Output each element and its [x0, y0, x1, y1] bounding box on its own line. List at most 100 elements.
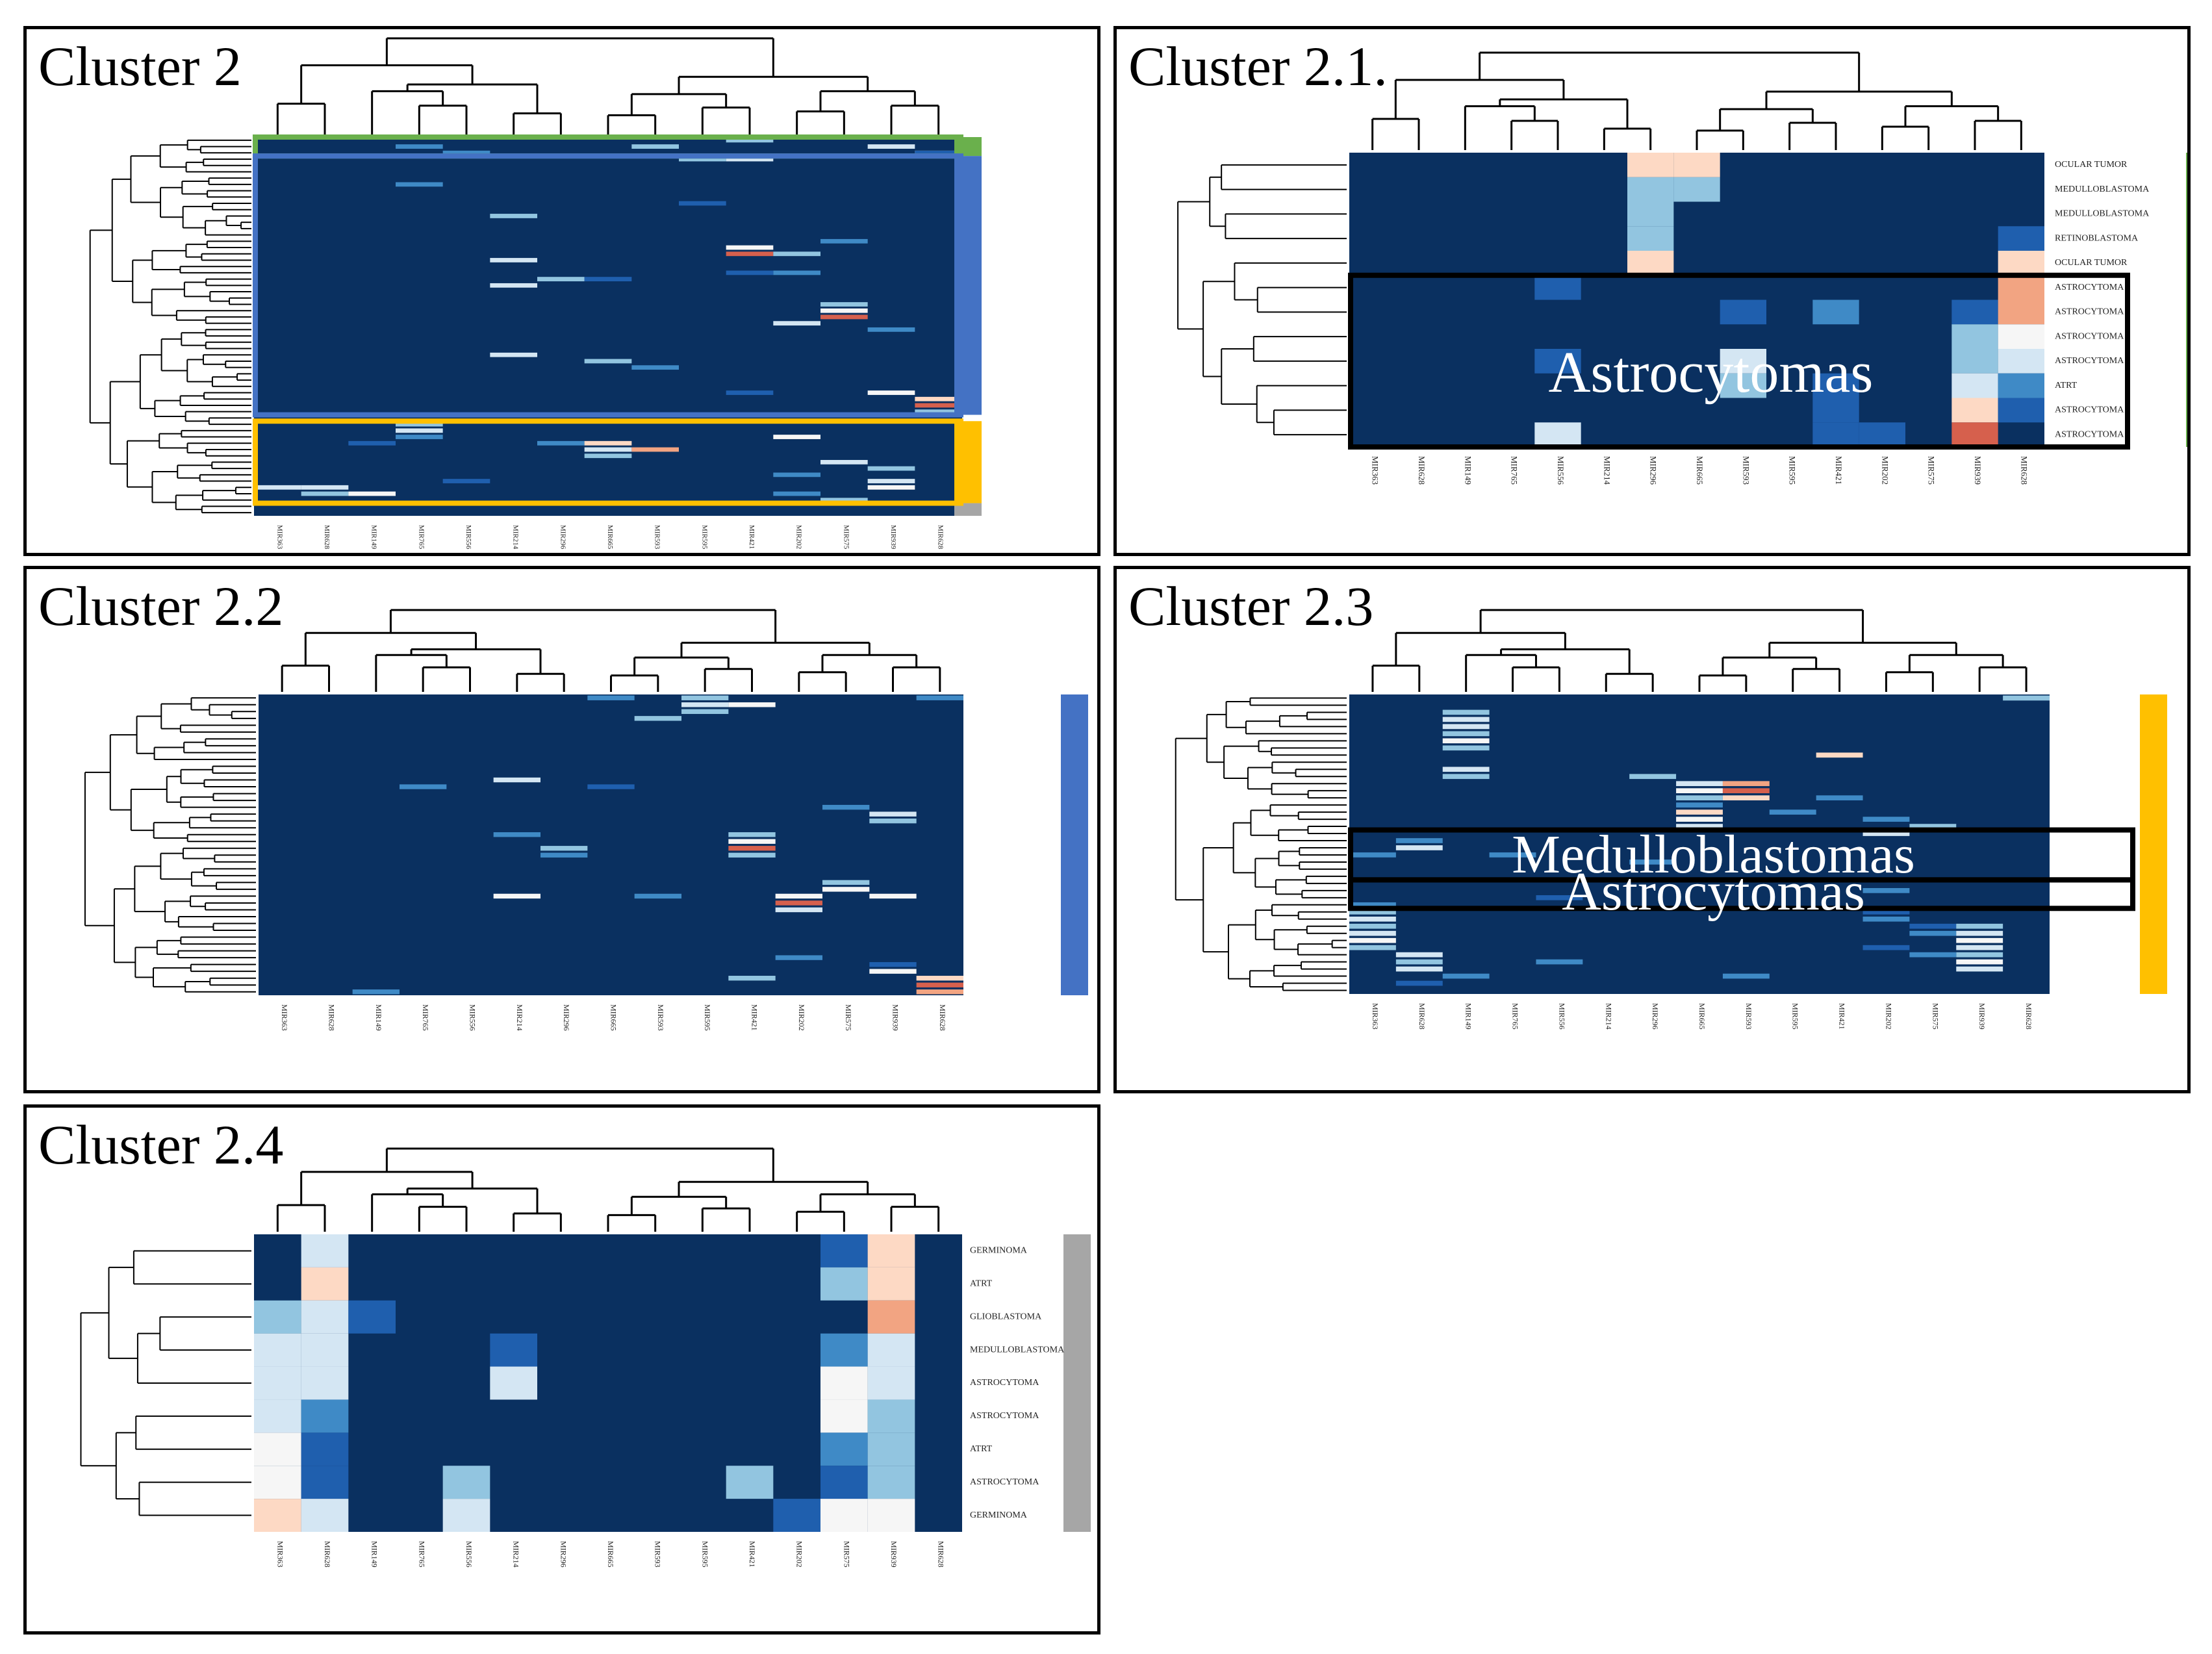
heatmap-cell — [1812, 398, 1859, 423]
heatmap-cell — [490, 283, 537, 288]
heatmap-cell — [1909, 923, 1957, 929]
heatmap-cell — [728, 976, 776, 981]
heatmap-cell — [631, 365, 679, 370]
heatmap-cell — [867, 466, 915, 471]
heatmap-cell — [820, 238, 868, 244]
column-label: MIR665 — [1697, 1003, 1707, 1030]
heatmap-cell — [726, 245, 774, 250]
column-label: MIR665 — [609, 1004, 618, 1031]
heatmap-cell — [537, 440, 585, 446]
heatmap-cell — [1442, 745, 1490, 751]
heatmap-cell — [1720, 349, 1766, 374]
heatmap-cell — [1349, 916, 1396, 922]
heatmap-cell — [822, 804, 870, 810]
heatmap-cell — [1998, 373, 2044, 398]
heatmap-cell — [867, 479, 915, 483]
heatmap-cell — [1951, 422, 1998, 447]
row-label: GERMINOMA — [970, 1510, 1028, 1520]
row-label: ASTROCYTOMA — [2055, 283, 2124, 292]
row-label: ASTROCYTOMA — [2055, 307, 2124, 317]
column-label: MIR939 — [891, 1004, 900, 1031]
column-label: MIR556 — [468, 1004, 477, 1031]
heatmap-cell — [1349, 902, 1396, 908]
column-label: MIR593 — [654, 525, 661, 550]
column-label: MIR421 — [1838, 1003, 1847, 1030]
heatmap-cell — [396, 422, 443, 427]
heatmap-cell — [1676, 788, 1723, 794]
chart-title: Cluster 2 — [38, 35, 242, 97]
column-label: MIR296 — [559, 1541, 568, 1568]
heatmap-cell — [1956, 945, 2003, 950]
heatmap-cell — [1816, 795, 1863, 800]
heatmap-cell — [301, 485, 349, 490]
column-label: MIR421 — [1834, 456, 1844, 485]
heatmap-cell — [820, 314, 868, 320]
heatmap-cell — [587, 784, 635, 789]
column-label: MIR202 — [795, 1541, 804, 1568]
column-label: MIR628 — [2024, 1003, 2033, 1030]
column-label: MIR202 — [1884, 1003, 1893, 1030]
column-label: MIR665 — [606, 525, 614, 550]
heatmap-cell — [442, 479, 490, 483]
heatmap-cell — [493, 893, 540, 899]
heatmap-cell — [1536, 959, 1583, 965]
heatmap-cell — [726, 390, 774, 395]
heatmap-cell — [1627, 251, 1674, 275]
heatmap-cell — [1676, 809, 1723, 815]
heatmap-cell — [1627, 177, 1674, 202]
column-label: MIR421 — [750, 1004, 759, 1031]
row-label: GLIOBLASTOMA — [970, 1312, 1042, 1321]
heatmap-cell — [915, 150, 962, 155]
column-label: MIR765 — [417, 1541, 426, 1568]
heatmap-cell — [1909, 952, 1957, 958]
heatmap-cell — [1349, 945, 1396, 950]
heatmap-cell — [493, 832, 540, 837]
heatmap-background — [259, 694, 963, 995]
column-label: MIR149 — [374, 1004, 383, 1031]
column-label: MIR363 — [1371, 1003, 1380, 1030]
column-label: MIR296 — [559, 525, 566, 550]
heatmap-cell — [2003, 695, 2050, 701]
heatmap-cell — [1722, 788, 1770, 794]
heatmap-cell — [254, 1366, 301, 1400]
heatmap-cell — [1769, 809, 1816, 815]
column-label: MIR939 — [1977, 1003, 1987, 1030]
heatmap-cell — [1395, 952, 1443, 958]
column-label: MIR556 — [1556, 456, 1566, 485]
heatmap-cell — [728, 832, 776, 837]
heatmap-panel-cluster-2-1: Astrocytomas OCULAR TUMOR MEDULLOBLASTOMA M… — [1113, 26, 2191, 556]
heatmap-cell — [867, 1300, 915, 1334]
row-label: ATRT — [970, 1444, 993, 1454]
heatmap-cell — [869, 818, 917, 824]
heatmap-cell — [442, 1499, 490, 1532]
heatmap-cell — [634, 893, 681, 899]
heatmap-cell — [1862, 888, 1910, 893]
heatmap-cell — [867, 1234, 915, 1267]
heatmap-cell — [493, 777, 540, 783]
highlight-box — [253, 153, 963, 418]
heatmap-cell — [775, 955, 822, 960]
heatmap-cell — [490, 352, 537, 357]
heatmap-cell — [301, 1399, 349, 1433]
heatmap-cell — [1534, 275, 1581, 300]
heatmap-cell — [773, 270, 820, 275]
column-label: MIR765 — [1511, 1003, 1520, 1030]
heatmap-cell — [1442, 774, 1490, 780]
column-label: MIR214 — [512, 525, 520, 550]
column-label: MIR595 — [700, 525, 708, 550]
heatmap-chart-svg: MIR363 MIR628 MIR149 MIR765 MIR556 MIR214 MIR2… — [84, 609, 1088, 1031]
heatmap-cell — [1956, 923, 2003, 929]
row-label: OCULAR TUMOR — [2055, 160, 2128, 170]
heatmap-cell — [348, 1300, 396, 1334]
heatmap-cell — [254, 1399, 301, 1433]
heatmap-cell — [1951, 324, 1998, 349]
column-label: MIR939 — [1973, 456, 1983, 485]
column-label: MIR939 — [889, 525, 897, 550]
heatmap-cell — [301, 1466, 349, 1499]
heatmap-cell — [867, 327, 915, 332]
heatmap-cell — [681, 709, 729, 714]
column-label: MIR214 — [1602, 456, 1612, 485]
highlight-box — [1348, 877, 2135, 911]
heatmap-cell — [1998, 299, 2044, 325]
cluster-color-bar — [2140, 694, 2167, 994]
